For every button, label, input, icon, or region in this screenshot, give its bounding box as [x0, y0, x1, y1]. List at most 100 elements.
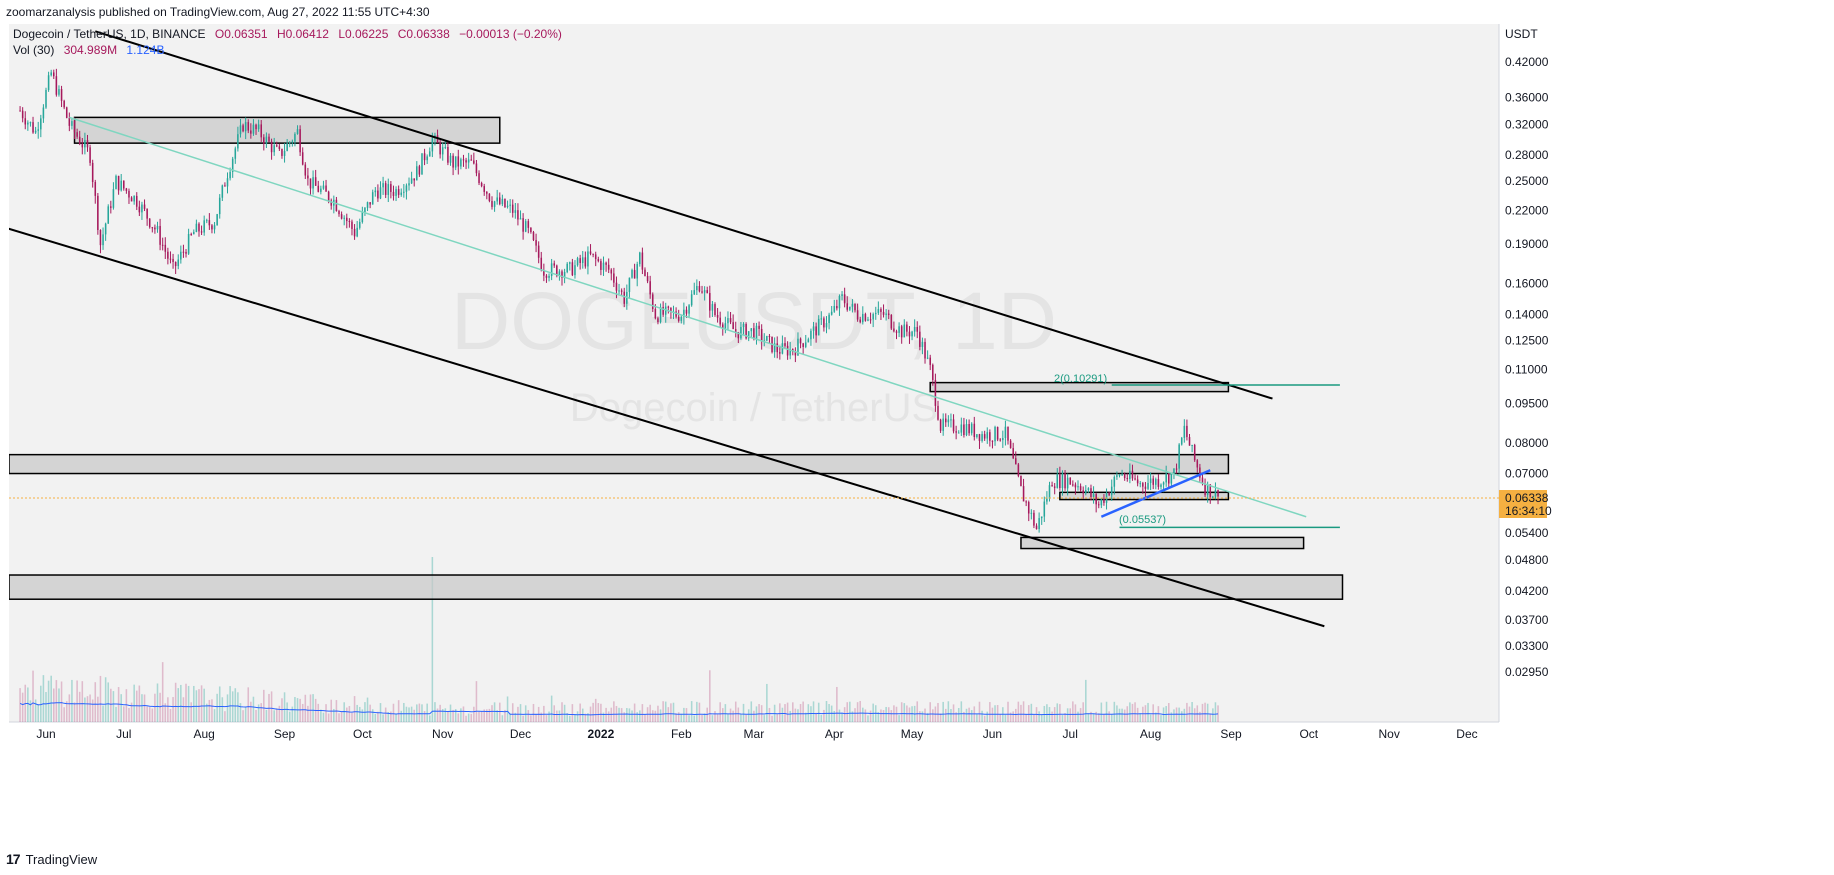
candle-body [968, 424, 970, 434]
volume-bar [224, 711, 226, 722]
volume-bar [346, 707, 348, 722]
time-tick-label: Aug [1140, 727, 1161, 741]
volume-bar [102, 705, 104, 722]
volume-bar [890, 710, 893, 722]
candle-body [851, 303, 854, 307]
candle-body [19, 110, 21, 112]
volume-bar [1149, 714, 1152, 722]
candle-body [919, 331, 921, 347]
volume-bar [794, 708, 797, 722]
volume-bar [58, 688, 60, 722]
volume-bar [693, 715, 696, 722]
candle-body [343, 217, 345, 219]
candle-body [602, 262, 605, 270]
volume-bar [882, 710, 885, 722]
candle-body [169, 258, 172, 260]
volume-bar [462, 706, 465, 722]
volume-bar [654, 710, 657, 722]
volume-bar [919, 711, 921, 722]
volume-bar [221, 697, 224, 722]
candle-body [135, 195, 138, 207]
candle-body [530, 227, 532, 232]
volume-bar [410, 706, 413, 722]
volume-bar [623, 712, 626, 722]
candle-body [24, 118, 27, 125]
candle-body [869, 319, 872, 321]
volume-bar [19, 688, 21, 722]
candle-body [125, 188, 128, 191]
time-tick-label: Feb [671, 727, 692, 741]
chart-container[interactable]: DOGEUSDT, 1D Dogecoin / TetherUS Dogecoi… [9, 24, 1834, 840]
volume-bar [1142, 706, 1144, 722]
candle-body [900, 326, 903, 338]
candle-body [693, 290, 696, 295]
candle-body [594, 254, 597, 260]
volume-bar [1191, 702, 1193, 722]
candle-body [698, 285, 701, 292]
volume-bar [1209, 714, 1212, 722]
candle-body [431, 138, 434, 152]
candle-body [156, 225, 159, 230]
trend-line [1100, 469, 1211, 518]
volume-bar [1025, 713, 1027, 722]
candle-body [675, 311, 677, 317]
candle-body [639, 252, 641, 265]
candle-body [937, 405, 939, 420]
volume-bar [169, 709, 172, 722]
volume-bar [403, 702, 405, 722]
last-price-value: 0.06338 [1505, 491, 1549, 505]
volume-bar [952, 704, 955, 722]
volume-bar [750, 701, 753, 722]
price-chart[interactable]: DOGEUSDT, 1D Dogecoin / TetherUS Dogecoi… [9, 24, 1834, 840]
candle-body [190, 233, 192, 235]
volume-bar [405, 706, 408, 722]
candle-body [483, 186, 485, 192]
price-axis[interactable]: USDT 0.42000 0.36000 0.32000 0.28000 0.25000… [1505, 27, 1549, 679]
publish-info-bar: zoomarzanalysis published on TradingView… [0, 0, 1834, 24]
volume-bar [1061, 715, 1064, 722]
time-axis[interactable]: Jun Jul Aug Sep Oct Nov Dec 2022 Feb Mar Apr May Jun… [36, 727, 1477, 741]
volume-bar [1020, 704, 1022, 722]
volume-bar [1059, 704, 1061, 722]
candle-body [1186, 425, 1188, 438]
volume-bar [164, 703, 167, 722]
volume-bar [950, 709, 952, 722]
volume-bar [338, 713, 340, 722]
candle-body [390, 184, 392, 192]
candle-body [750, 328, 753, 332]
volume-bar [776, 714, 779, 722]
price-tick-label: 0.11000 [1505, 363, 1548, 377]
time-tick-label: Oct [1299, 727, 1318, 741]
candle-body [779, 352, 781, 354]
price-tick-label: 0.42000 [1505, 55, 1549, 69]
volume-bar [161, 662, 164, 722]
candle-body [511, 204, 514, 213]
candle-body [486, 191, 488, 194]
volume-bar [1079, 708, 1082, 722]
volume-bar [597, 703, 600, 722]
volume-bar [143, 694, 146, 722]
volume-bar [978, 701, 981, 722]
volume-bar [721, 708, 724, 722]
candle-body [1121, 474, 1123, 476]
candle-body [631, 270, 633, 278]
candle-body [903, 324, 906, 338]
candle-body [177, 259, 180, 267]
candle-body [657, 318, 659, 323]
candle-body [172, 258, 174, 262]
candle-body [112, 189, 115, 208]
volume-bar [626, 708, 628, 722]
volume-bar [193, 685, 195, 722]
candle-body [1144, 486, 1147, 489]
candle-body [392, 191, 395, 196]
volume-bar [86, 696, 89, 722]
volume-bar [491, 705, 493, 722]
volume-bar [1046, 704, 1048, 722]
candle-body [955, 431, 957, 433]
volume-bar [1178, 707, 1180, 722]
candle-body [566, 263, 568, 273]
candle-body [716, 314, 719, 318]
volume-bar [898, 715, 900, 722]
candle-body [193, 231, 195, 235]
candle-body [117, 175, 120, 191]
